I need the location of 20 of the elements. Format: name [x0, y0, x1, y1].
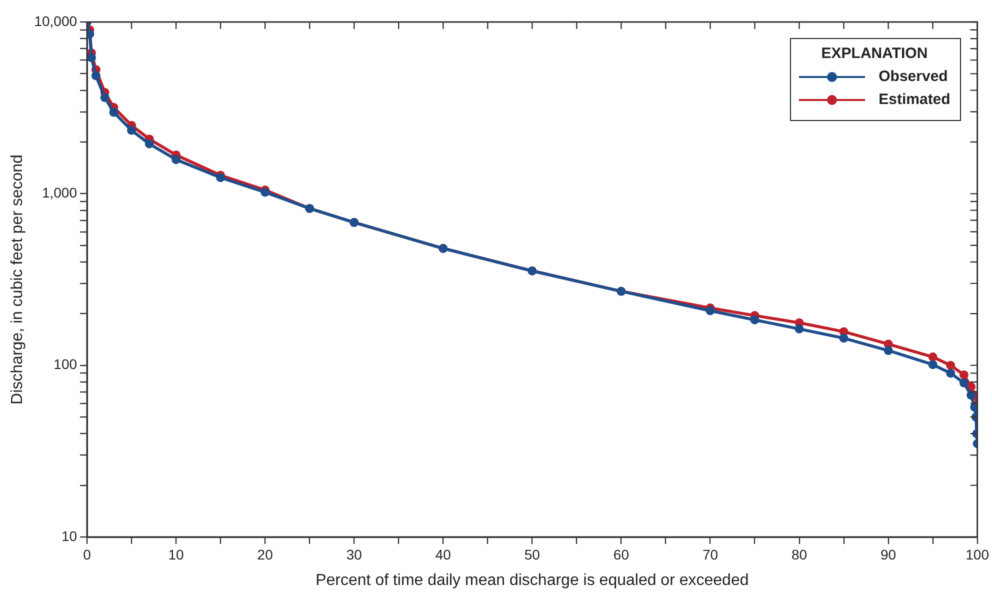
x-tick-label: 0	[83, 546, 92, 562]
x-axis-title: Percent of time daily mean discharge is equaled or exceeded	[316, 572, 749, 589]
x-tick-label: 30	[346, 546, 362, 562]
x-tick-label: 20	[257, 546, 274, 562]
legend-title: EXPLANATION	[820, 45, 929, 62]
x-tick-label: 10	[168, 546, 184, 562]
y-axis-title: Discharge, in cubic feet per second	[9, 154, 26, 404]
x-tick-label: 90	[880, 546, 896, 562]
x-tick-label: 40	[435, 546, 452, 562]
x-tick-label: 70	[702, 546, 718, 562]
x-tick-label: 100	[966, 546, 990, 562]
y-tick-label: 10,000	[34, 12, 78, 29]
y-tick-label: 1,000	[42, 184, 78, 201]
x-tick-label: 80	[791, 546, 808, 562]
x-tick-label: 60	[613, 546, 630, 562]
legend-label: Estimated	[878, 91, 950, 108]
x-tick-label: 50	[524, 546, 540, 562]
legend-label: Observed	[878, 68, 948, 85]
y-tick-label: 100	[54, 356, 78, 372]
y-tick-label: 10	[61, 528, 78, 544]
